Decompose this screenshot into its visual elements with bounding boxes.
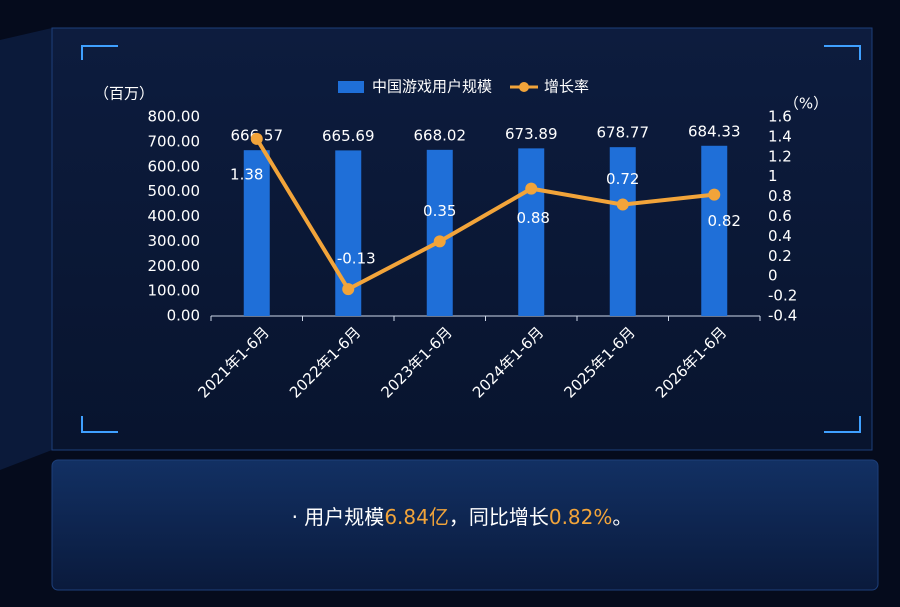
y-tick-label: 400.00 — [148, 207, 201, 225]
summary-part: 。 — [612, 505, 632, 529]
legend-swatch — [519, 82, 529, 92]
y2-tick-label: -0.2 — [768, 287, 797, 305]
legend-label: 增长率 — [544, 78, 589, 96]
bar-value-label: 678.77 — [597, 124, 650, 142]
growth-value-label: -0.13 — [337, 250, 376, 268]
chart-panel — [51, 27, 873, 451]
bar-value-label: 665.69 — [322, 127, 375, 145]
growth-value-label: 0.72 — [606, 170, 639, 188]
y2-tick-label: 0.2 — [768, 247, 792, 265]
y-tick-label: 0.00 — [167, 307, 200, 325]
y2-tick-label: 0 — [768, 267, 778, 285]
y2-tick-label: -0.4 — [768, 307, 797, 325]
y-tick-label: 100.00 — [148, 282, 201, 300]
growth-line — [255, 137, 715, 292]
summary-part: ，同比增长 — [449, 505, 549, 529]
corner-brackets — [81, 45, 861, 433]
growth-point — [708, 188, 721, 201]
y-tick-label: 800.00 — [148, 108, 201, 126]
y-tick-label: 300.00 — [148, 232, 201, 250]
y-axis-unit: （百万） — [94, 85, 154, 103]
y2-axis-unit: （%） — [784, 95, 828, 113]
y-tick-label: 700.00 — [148, 132, 201, 150]
bar — [243, 150, 270, 316]
growth-value-label: 0.35 — [423, 202, 456, 220]
growth-point — [433, 235, 446, 248]
growth-value-label: 0.82 — [708, 212, 741, 230]
y2-tick-label: 0.8 — [768, 187, 792, 205]
bar — [609, 147, 636, 316]
y2-tick-label: 0.4 — [768, 227, 792, 245]
growth-point — [616, 198, 629, 211]
growth-value-label: 0.88 — [517, 209, 550, 227]
y-tick-label: 600.00 — [148, 157, 201, 175]
growth-point — [525, 182, 538, 195]
summary-highlight: 6.84亿 — [384, 505, 449, 529]
y2-tick-label: 0.6 — [768, 207, 792, 225]
y2-tick-label: 1.4 — [768, 127, 792, 145]
bar-value-label: 673.89 — [505, 125, 558, 143]
summary-part: · 用户规模 — [292, 505, 385, 529]
summary-highlight: 0.82% — [549, 505, 613, 529]
y-tick-label: 500.00 — [148, 182, 201, 200]
growth-value-label: 1.38 — [230, 165, 263, 183]
growth-point — [342, 283, 355, 296]
legend-label: 中国游戏用户规模 — [372, 78, 492, 96]
bar-value-label: 668.02 — [414, 126, 467, 144]
y2-tick-label: 1 — [768, 167, 778, 185]
y2-tick-label: 1.2 — [768, 147, 792, 165]
legend-swatch — [338, 81, 364, 93]
side-panel — [0, 28, 52, 470]
y-tick-label: 200.00 — [148, 257, 201, 275]
summary-text: · 用户规模6.84亿，同比增长0.82%。 — [292, 505, 633, 529]
bar-value-label: 684.33 — [688, 122, 741, 140]
growth-point — [250, 132, 263, 145]
summary-panel — [51, 459, 879, 591]
bar — [701, 145, 728, 316]
bar — [426, 149, 453, 316]
y2-tick-label: 1.6 — [768, 108, 792, 126]
bar — [518, 148, 545, 316]
